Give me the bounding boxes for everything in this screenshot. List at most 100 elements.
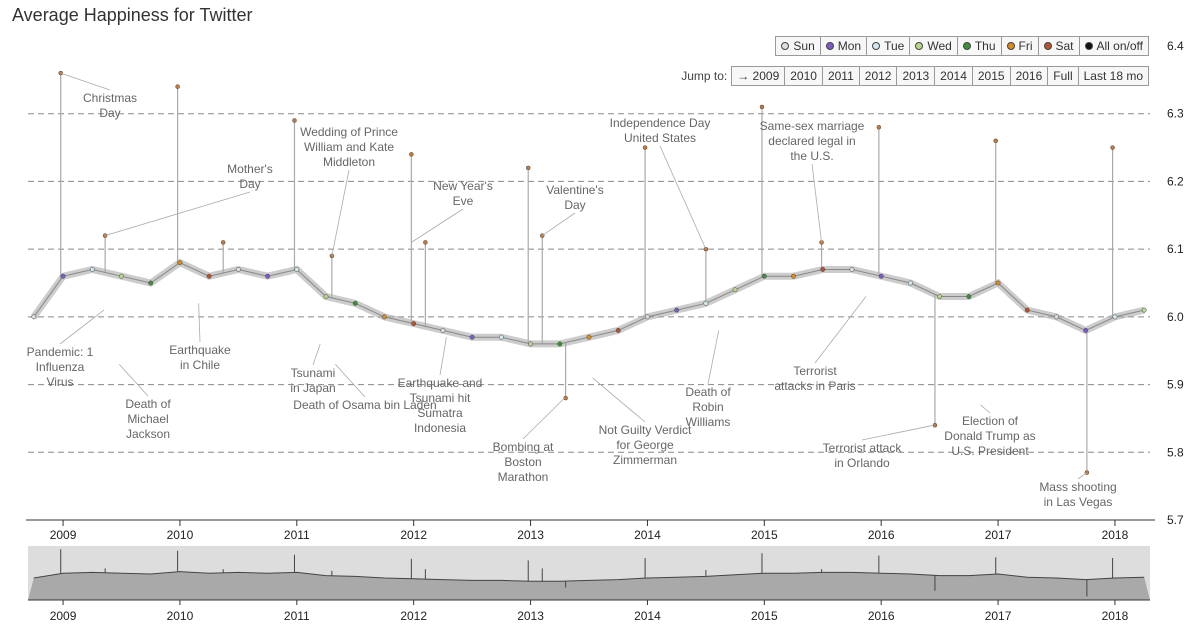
y-tick-label: 6.0 xyxy=(1167,310,1184,324)
annotation-leader xyxy=(439,337,447,376)
brush-x-tick-label: 2009 xyxy=(50,609,77,623)
spike-point xyxy=(175,84,180,89)
data-point xyxy=(119,273,124,279)
spike-point xyxy=(292,118,297,123)
y-tick-label: 6.2 xyxy=(1167,174,1184,188)
annotation-leader xyxy=(312,343,321,366)
annotation-label: Death of Michael Jackson xyxy=(125,397,171,441)
data-point xyxy=(528,341,534,347)
day-toggle-sat[interactable]: Sat xyxy=(1037,36,1080,56)
jump-button-2013[interactable]: 2013 xyxy=(896,66,936,86)
spike-point xyxy=(563,395,568,401)
data-point xyxy=(498,334,504,340)
jump-to-label: Jump to: xyxy=(681,69,728,83)
brush-x-tick-label: 2015 xyxy=(751,609,778,623)
day-toggle-all-on-off[interactable]: All on/off xyxy=(1078,36,1149,56)
legend-dot-icon xyxy=(962,42,971,50)
data-point xyxy=(148,280,154,286)
x-tick-label: 2013 xyxy=(517,528,544,542)
annotation-leader xyxy=(522,397,565,440)
data-point xyxy=(89,267,95,272)
brush-x-tick-label: 2010 xyxy=(167,609,194,623)
data-point xyxy=(382,314,387,320)
data-point xyxy=(323,294,329,299)
annotation-label: Not Guilty Verdict for George Zimmerman xyxy=(599,423,692,467)
annotation-leader xyxy=(980,404,991,414)
annotation-label: Tsunami in Japan xyxy=(290,366,335,395)
annotation-leader xyxy=(411,208,464,243)
legend-dot-icon xyxy=(872,42,881,50)
data-point xyxy=(1024,307,1030,313)
brush-x-tick-label: 2014 xyxy=(634,609,661,623)
data-point xyxy=(732,287,738,293)
legend-dot-icon xyxy=(1006,42,1015,50)
brush-x-tick-label: 2011 xyxy=(284,609,310,623)
annotation-label: Mother's Day xyxy=(227,162,273,191)
data-point xyxy=(995,280,1001,286)
spike-point xyxy=(220,240,226,245)
x-tick-label: 2015 xyxy=(751,528,778,542)
data-point xyxy=(31,314,37,320)
annotation-leader xyxy=(542,212,576,236)
x-tick-label: 2016 xyxy=(868,528,895,542)
data-point xyxy=(440,327,446,333)
annotation-leader xyxy=(1077,472,1088,480)
data-point xyxy=(557,341,563,347)
data-point xyxy=(849,267,855,272)
data-point xyxy=(1083,327,1089,333)
legend-dot-icon xyxy=(825,42,834,50)
brush-x-tick-label: 2013 xyxy=(517,609,544,623)
day-toggle-fri[interactable]: Fri xyxy=(1000,36,1039,56)
brush-x-tick-label: 2016 xyxy=(868,609,895,623)
x-tick-label: 2018 xyxy=(1102,528,1129,542)
brush-x-tick-label: 2012 xyxy=(400,609,427,623)
data-point xyxy=(586,334,592,340)
x-tick-label: 2011 xyxy=(284,528,310,542)
data-point xyxy=(644,314,650,320)
jump-button-2010[interactable]: 2010 xyxy=(784,66,823,86)
legend-dot-icon xyxy=(915,42,924,50)
annotation-leader xyxy=(198,303,201,343)
annotation-label: Pandemic: 1 Influenza Virus xyxy=(27,345,94,389)
annotation-label: Earthquake in Chile xyxy=(169,343,231,372)
brush-x-tick-label: 2017 xyxy=(985,609,1012,623)
jump-button-2014[interactable]: 2014 xyxy=(934,66,973,86)
jump-button-last-18-mo[interactable]: Last 18 mo xyxy=(1077,66,1149,86)
spike-point xyxy=(642,145,648,150)
annotation-leader xyxy=(118,363,149,397)
x-tick-label: 2012 xyxy=(400,528,427,542)
data-point xyxy=(966,294,972,299)
data-point xyxy=(791,273,796,279)
legend-dot-icon xyxy=(1084,42,1093,50)
spike-point xyxy=(876,125,882,130)
annotation-label: Election of Donald Trump as U.S. President xyxy=(944,414,1035,458)
x-tick-label: 2009 xyxy=(50,528,77,542)
annotation-label: New Year's Eve xyxy=(433,179,493,208)
annotation-leader xyxy=(811,163,822,243)
spike-point xyxy=(759,104,765,110)
data-point xyxy=(674,307,680,313)
data-point xyxy=(1054,314,1059,320)
annotation-label: Terrorist attack in Orlando xyxy=(823,441,903,470)
annotation-label: Death of Robin Williams xyxy=(685,385,731,429)
data-point xyxy=(352,300,358,306)
annotation-leader xyxy=(335,363,366,398)
x-tick-label: 2014 xyxy=(634,528,661,542)
day-toggle-sun[interactable]: Sun xyxy=(775,36,821,56)
data-point xyxy=(820,267,826,272)
legend-dot-icon xyxy=(1043,42,1052,50)
chart-title: Average Happiness for Twitter xyxy=(12,5,253,25)
data-point xyxy=(761,273,767,279)
day-toggle-label: Mon xyxy=(837,39,862,53)
overview-line xyxy=(33,571,1145,582)
day-toggle-thu[interactable]: Thu xyxy=(956,36,1002,56)
annotation-label: Independence Day United States xyxy=(610,116,711,145)
annotation-label: Christmas Day xyxy=(83,91,137,120)
day-toggle-label: Wed xyxy=(927,39,952,53)
data-point xyxy=(206,273,212,279)
day-toggle-label: Sat xyxy=(1055,39,1074,53)
brush-x-tick-label: 2018 xyxy=(1102,609,1129,623)
annotation-leader xyxy=(59,309,105,345)
data-point xyxy=(907,280,913,286)
